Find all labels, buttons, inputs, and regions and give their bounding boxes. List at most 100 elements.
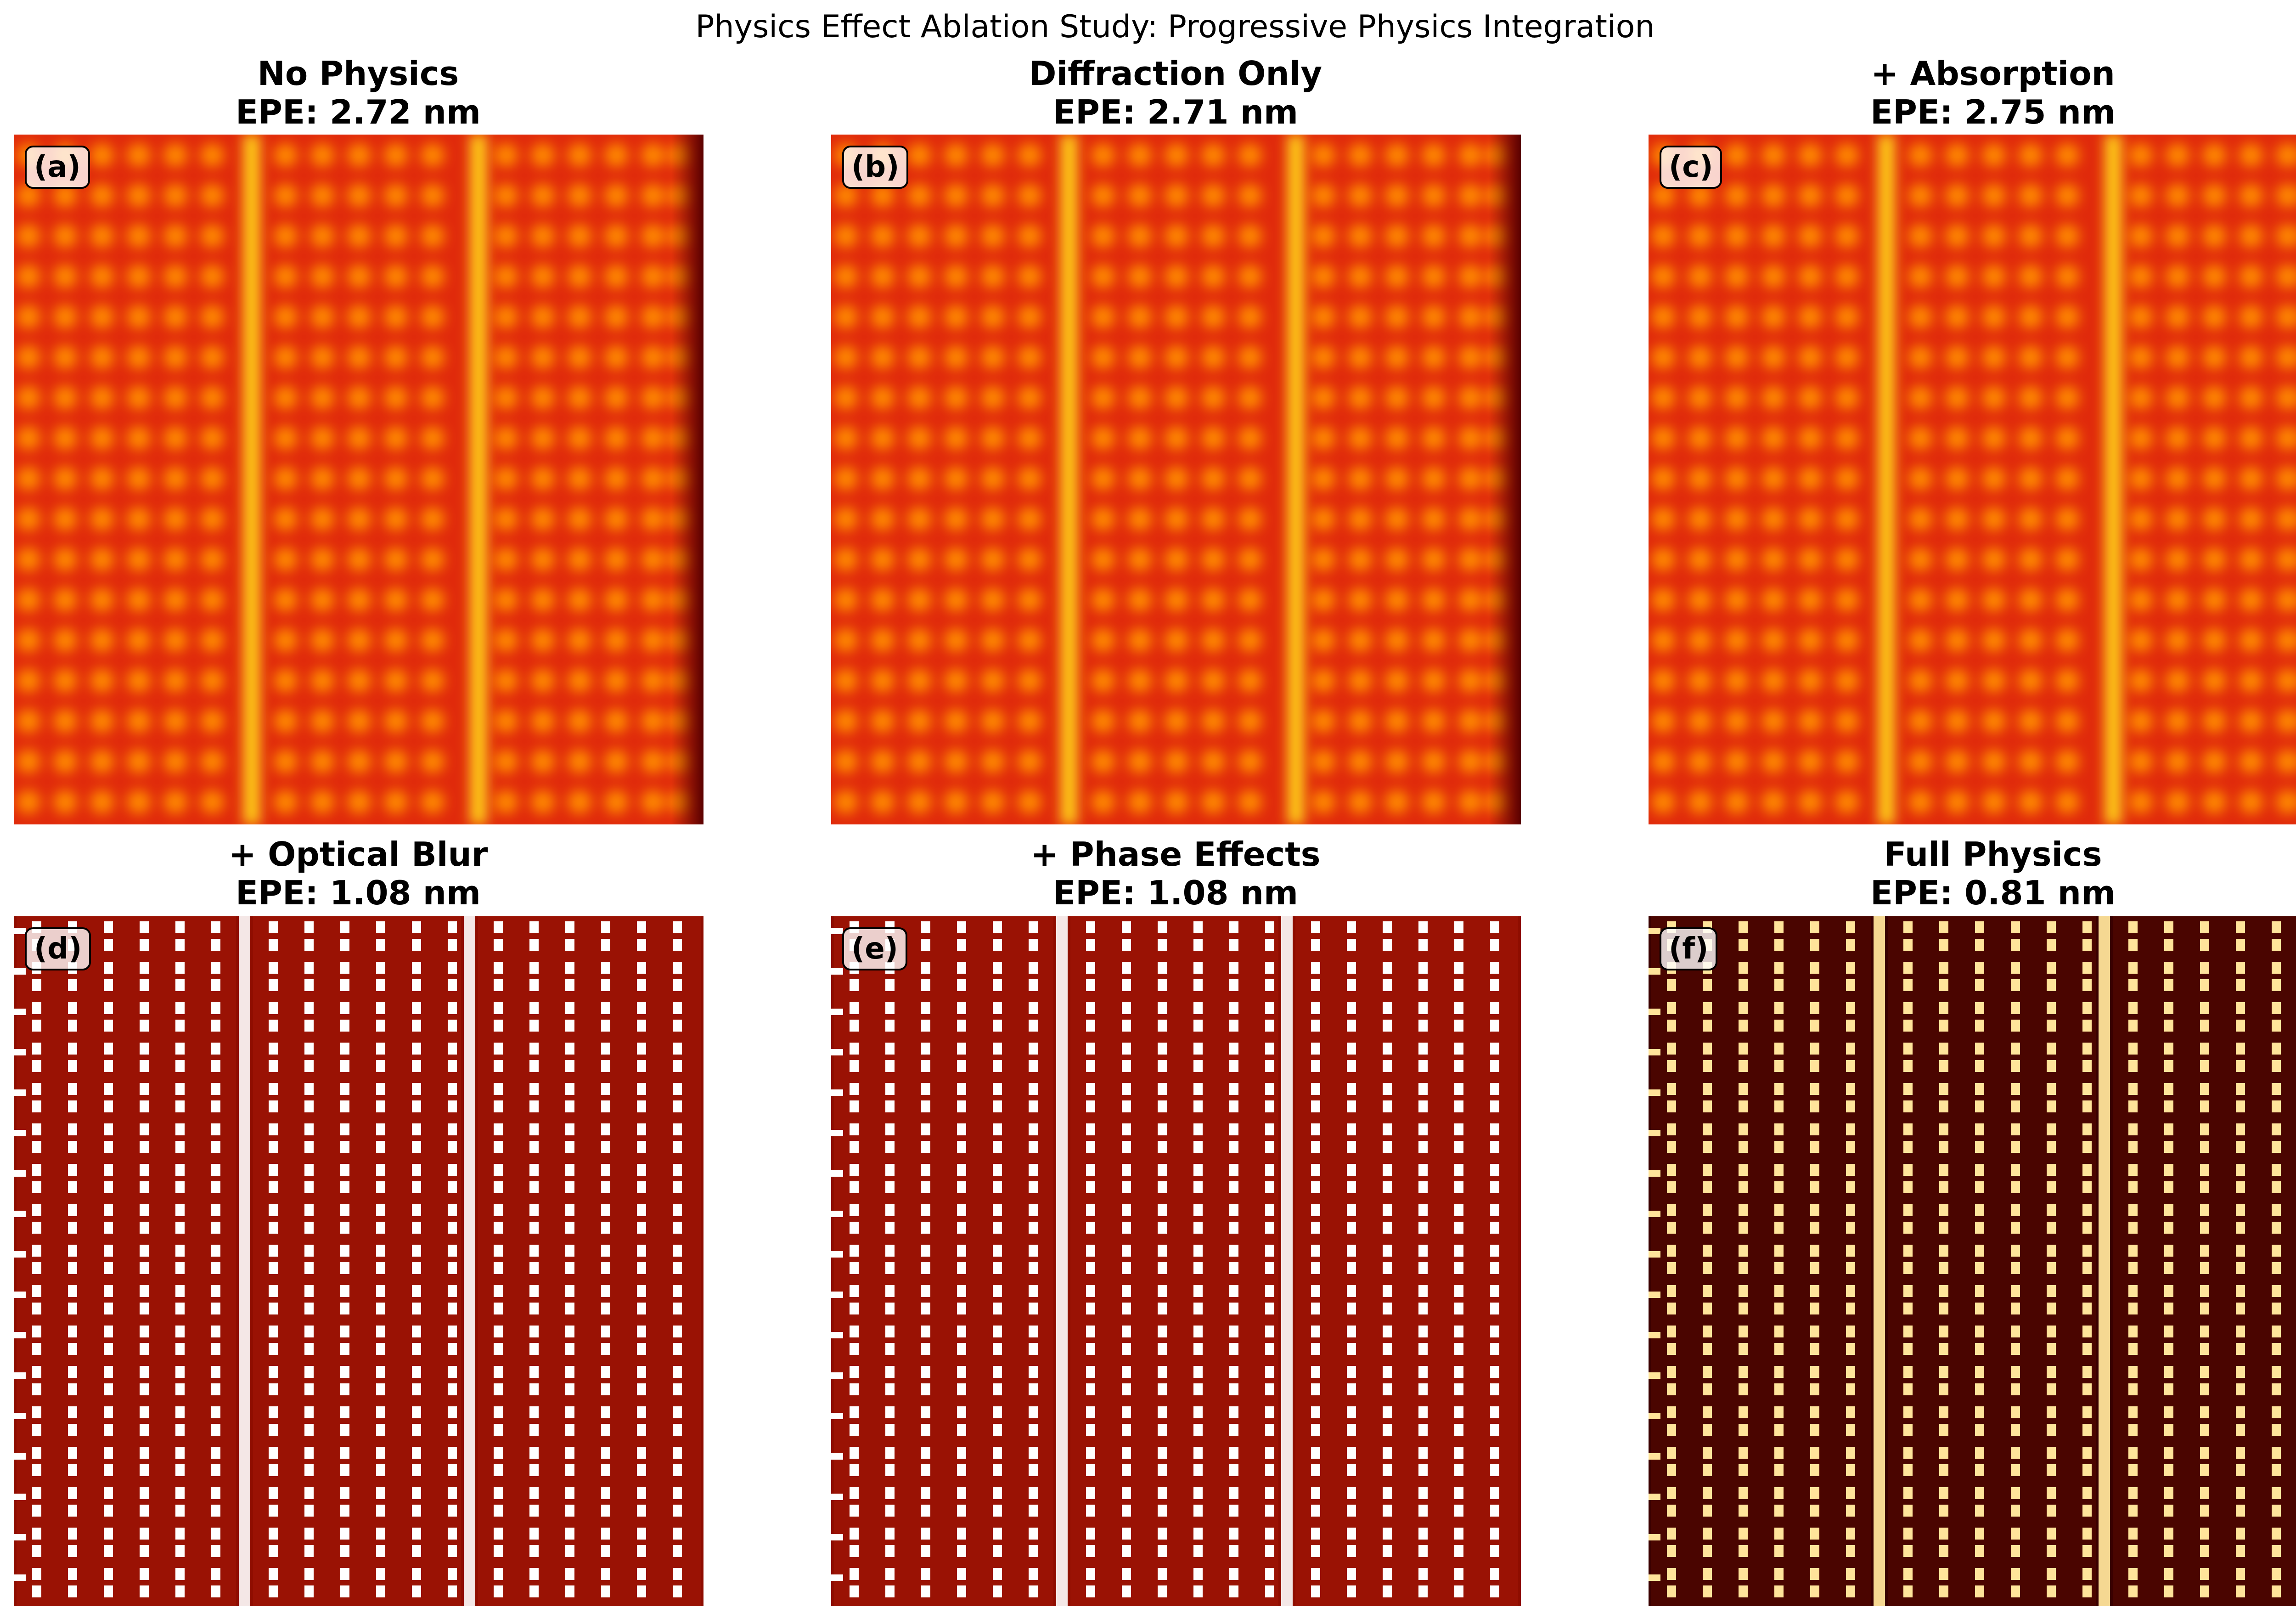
panel-f-feature	[2047, 1366, 2056, 1378]
panel-c-spot	[2129, 143, 2153, 167]
panel-f-feature	[2047, 1343, 2056, 1355]
panel-f-feature	[1903, 1100, 1913, 1112]
panel-d-feature	[175, 1326, 185, 1337]
panel-d-feature	[269, 1100, 278, 1112]
panel-d-feature	[529, 1060, 539, 1072]
panel-a-spot	[604, 750, 628, 773]
panel-e-feature	[1029, 1204, 1038, 1216]
panel-d-feature	[601, 1020, 610, 1032]
panel-b-spot	[1458, 184, 1482, 208]
panel-a-spot	[274, 750, 298, 773]
panel-e-feature	[1418, 1383, 1428, 1395]
panel-d-feature	[412, 1424, 421, 1436]
panel-f-feature	[1667, 1164, 1676, 1176]
panel-a-spot	[17, 790, 40, 814]
panel-d-feature	[673, 1464, 682, 1476]
panel-a-spot	[604, 507, 628, 531]
panel-a-spot	[274, 345, 298, 369]
panel-f-feature	[2236, 979, 2245, 991]
panel-a-spot	[531, 790, 555, 814]
panel-b-spot	[1422, 709, 1446, 733]
panel-d-feature	[140, 979, 149, 991]
panel-e-feature	[1265, 921, 1274, 933]
panel-d-feature	[269, 1083, 278, 1095]
panel-f-edge-tick	[1649, 1009, 1660, 1015]
panel-d-feature	[448, 1447, 457, 1459]
panel-e-feature	[1265, 1262, 1274, 1274]
panel-d-feature	[529, 1164, 539, 1176]
panel-d-edge-tick	[14, 1292, 26, 1298]
panel-f-feature	[1774, 1528, 1784, 1540]
panel-a-spot	[531, 547, 555, 571]
panel-a-spot	[384, 305, 408, 329]
panel-a-epe: EPE: 2.72 nm	[236, 93, 481, 131]
panel-b-spot	[944, 143, 968, 167]
panel-e-feature	[1418, 962, 1428, 974]
panel-e-feature	[1265, 1326, 1274, 1337]
panel-c-spot	[2019, 750, 2043, 773]
panel-d-feature	[565, 1262, 574, 1274]
panel-f-feature	[1667, 979, 1676, 991]
panel-e-feature	[1158, 1326, 1167, 1337]
panel-d-feature	[32, 1002, 41, 1014]
panel-f-feature	[2200, 1285, 2209, 1297]
panel-d-feature	[637, 1141, 646, 1153]
panel-d-feature	[637, 1123, 646, 1135]
panel-f-feature	[1846, 1020, 1855, 1032]
panel-d-feature	[565, 1204, 574, 1216]
panel-a-spot	[384, 547, 408, 571]
panel-e-feature	[1122, 1447, 1131, 1459]
panel-a-spot	[568, 305, 591, 329]
panel-f-feature	[1810, 1083, 1819, 1095]
panel-e-feature	[1029, 1383, 1038, 1395]
panel-b-spot	[1128, 426, 1152, 450]
panel-b-spot	[907, 709, 931, 733]
panel-c-spot	[1761, 669, 1785, 693]
panel-e-feature	[957, 1222, 966, 1234]
panel-c-spot	[2055, 184, 2079, 208]
panel-c-spot	[1688, 345, 1712, 369]
panel-e-feature	[957, 1002, 966, 1014]
panel-f-feature	[1939, 962, 1948, 974]
panel-d-feature	[376, 1585, 385, 1597]
panel-e-feature	[1158, 1487, 1167, 1499]
panel-f-feature	[1703, 1164, 1712, 1176]
panel-f-epe: EPE: 0.81 nm	[1870, 874, 2116, 912]
panel-f-feature	[1846, 1406, 1855, 1418]
panel-c-spot	[2239, 547, 2263, 571]
panel-f-feature	[1703, 1285, 1712, 1297]
panel-e-feature	[1122, 1464, 1131, 1476]
panel-b-spot	[907, 265, 931, 288]
panel-e-feature	[921, 1406, 930, 1418]
panel-a-spot	[274, 709, 298, 733]
panel-f-feature	[1703, 1181, 1712, 1193]
panel-e-feature	[1347, 1181, 1356, 1193]
panel-e-feature	[1122, 1303, 1131, 1314]
panel-d-feature	[104, 1585, 113, 1597]
panel-f-feature	[2272, 1366, 2281, 1378]
panel-d-label: (d)	[25, 927, 91, 970]
panel-a-spot	[568, 628, 591, 652]
panel-d-feature	[68, 1043, 77, 1055]
panel-b-spot	[1165, 709, 1188, 733]
panel-f-feature	[2164, 1568, 2173, 1580]
panel-a-spot	[127, 224, 151, 248]
panel-e-feature	[1347, 1406, 1356, 1418]
panel-f-feature	[1903, 962, 1913, 974]
panel-d-feature	[211, 1343, 220, 1355]
panel-a-spot	[163, 790, 187, 814]
panel-d-feature	[211, 1002, 220, 1014]
panel-d-feature	[68, 1343, 77, 1355]
panel-e-feature	[1454, 1447, 1463, 1459]
panel-c-spot	[1725, 628, 1749, 652]
panel-f-feature	[2011, 1585, 2020, 1597]
panel-f-feature	[1774, 1326, 1784, 1337]
panel-e-feature	[1383, 1424, 1392, 1436]
panel-e-feature	[1122, 1326, 1131, 1337]
panel-d-feature	[304, 1083, 314, 1095]
panel-e-feature	[1029, 1164, 1038, 1176]
panel-f-feature	[1975, 1303, 1984, 1314]
panel-c-spot	[1651, 265, 1675, 288]
panel-b-spot	[1348, 426, 1372, 450]
panel-c-spot	[1945, 547, 1969, 571]
